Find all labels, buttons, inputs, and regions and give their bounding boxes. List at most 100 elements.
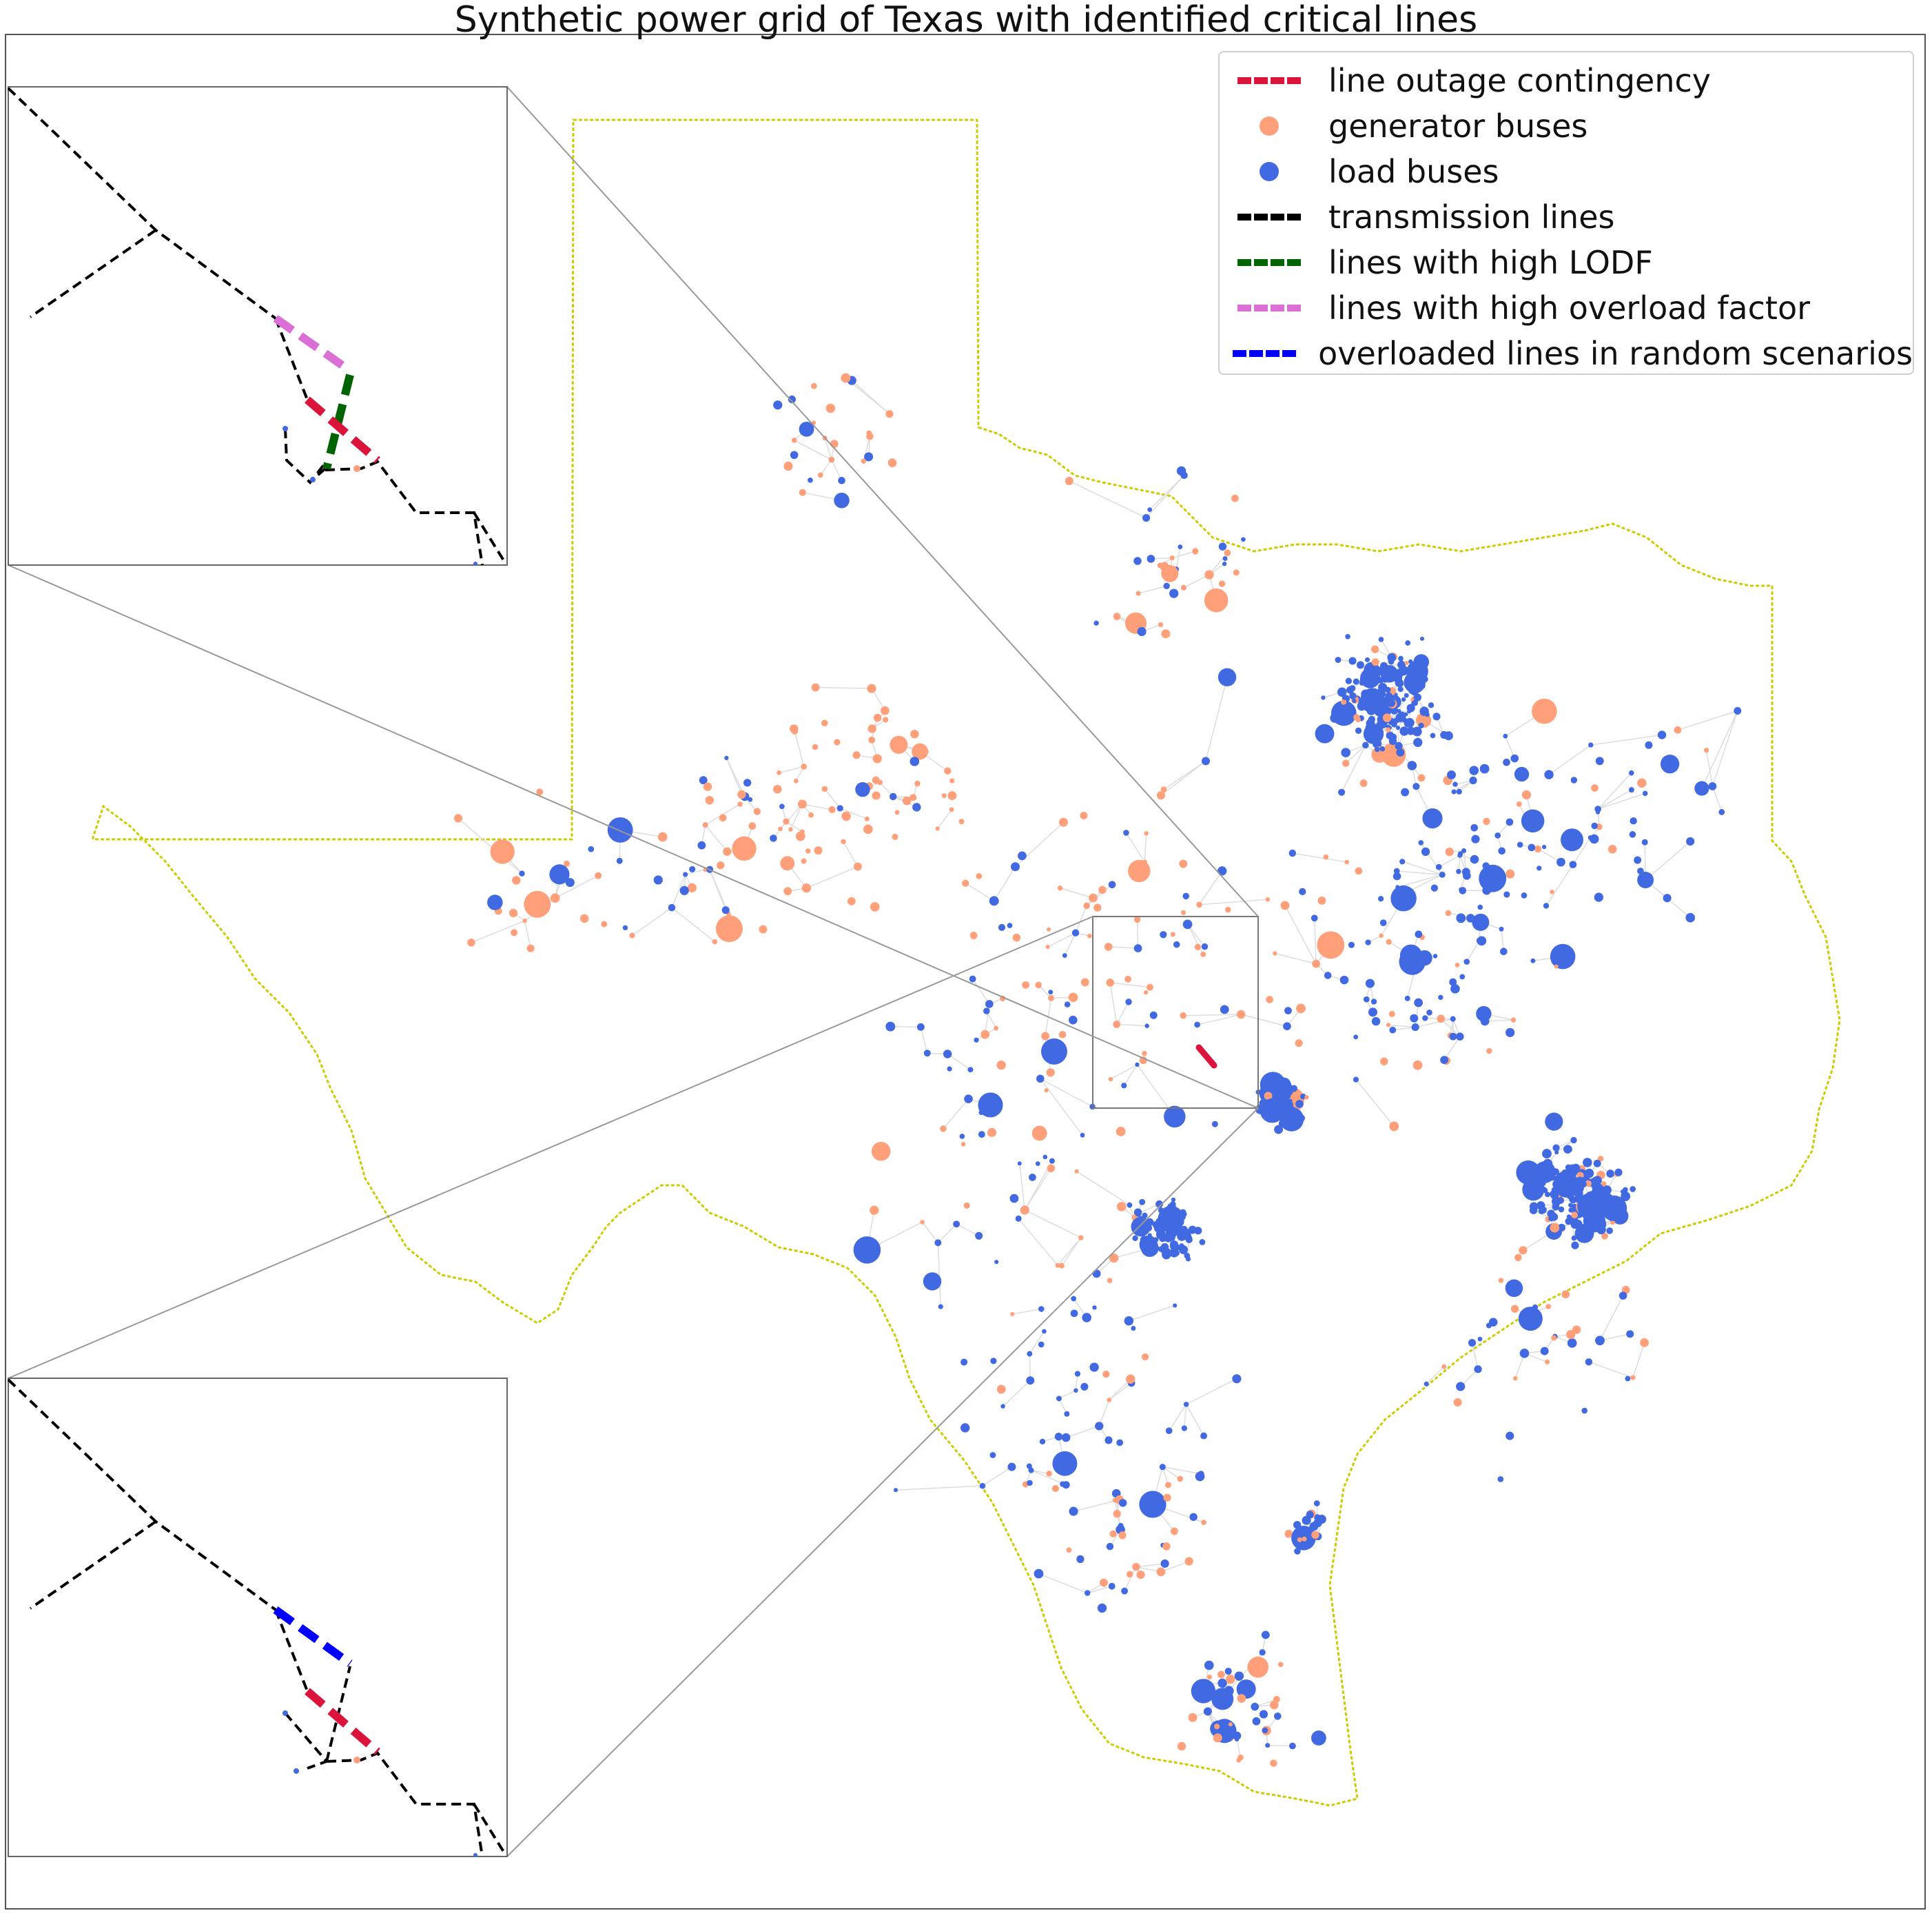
legend-key: [1237, 305, 1301, 311]
load-bus: [1035, 1161, 1040, 1166]
generator-bus: [885, 410, 894, 418]
generator-bus: [996, 1060, 1006, 1070]
load-bus: [1124, 1316, 1134, 1326]
generator-bus: [1453, 1398, 1462, 1407]
generator-bus: [788, 827, 793, 832]
load-bus: [683, 872, 688, 877]
load-bus: [1694, 781, 1709, 796]
generator-bus: [1180, 1012, 1187, 1019]
load-bus: [1456, 1032, 1464, 1041]
generator-bus: [1277, 1661, 1284, 1668]
generator-bus: [1201, 1520, 1206, 1525]
load-bus: [1178, 544, 1183, 549]
generator-bus: [601, 921, 608, 928]
grid-line: [1061, 1237, 1082, 1267]
load-bus: [1042, 1154, 1048, 1160]
generator-bus: [1270, 1759, 1277, 1767]
inset-bus: [473, 1853, 477, 1857]
load-bus: [1438, 994, 1443, 1001]
load-bus: [1259, 1649, 1266, 1656]
legend-key: [1260, 162, 1279, 181]
generator-bus: [801, 883, 812, 893]
generator-bus: [1136, 1570, 1145, 1579]
generator-bus: [1630, 1375, 1636, 1380]
generator-bus: [1213, 1733, 1222, 1743]
load-bus: [1503, 891, 1510, 898]
load-bus: [1224, 1668, 1232, 1675]
generator-bus: [1116, 1127, 1126, 1136]
generator-bus: [1158, 622, 1164, 628]
load-bus: [1554, 1150, 1559, 1155]
generator-bus: [817, 472, 823, 478]
load-bus: [1290, 1085, 1298, 1092]
load-bus: [1530, 958, 1536, 963]
load-bus: [1076, 1555, 1085, 1564]
load-bus: [1447, 770, 1456, 779]
load-bus: [607, 817, 633, 843]
load-bus: [975, 1231, 983, 1240]
load-bus: [967, 1067, 974, 1073]
load-bus: [1543, 1158, 1553, 1169]
grid-line: [943, 1098, 969, 1129]
load-bus: [1450, 983, 1460, 994]
generator-bus: [1512, 1375, 1518, 1381]
generator-bus: [1160, 786, 1167, 792]
load-bus: [1378, 637, 1384, 642]
load-bus: [934, 1239, 942, 1247]
load-bus: [1234, 1737, 1240, 1742]
load-bus: [1266, 1079, 1272, 1085]
generator-bus: [1020, 1205, 1029, 1215]
generator-bus: [1113, 1510, 1121, 1518]
load-bus: [1595, 757, 1604, 766]
grid-line: [824, 788, 841, 809]
grid-line: [1135, 1563, 1165, 1568]
generator-bus: [1200, 951, 1206, 957]
map-title: Synthetic power grid of Texas with ident…: [454, 0, 1478, 41]
legend-entry-overload: lines with high overload factor: [1229, 285, 1913, 331]
load-bus: [1407, 761, 1417, 770]
generator-bus: [1133, 916, 1141, 923]
load-bus: [1440, 1056, 1449, 1065]
grid-line: [794, 730, 805, 767]
generator-bus: [1226, 1675, 1235, 1684]
generator-bus: [1498, 1278, 1504, 1283]
generator-bus: [780, 856, 795, 871]
load-bus: [974, 1037, 979, 1043]
load-bus: [943, 1050, 952, 1058]
load-bus: [838, 476, 845, 484]
load-bus: [1415, 930, 1423, 939]
generator-bus: [1066, 1547, 1072, 1553]
grid-line: [1183, 574, 1210, 589]
legend-entry-outage: line outage contingency: [1229, 58, 1913, 103]
grid-line: [1146, 475, 1185, 519]
grid-line: [1712, 710, 1738, 787]
generator-bus: [778, 826, 783, 832]
generator-bus: [1455, 962, 1460, 968]
generator-bus: [890, 735, 908, 754]
load-bus: [1390, 885, 1417, 912]
load-bus: [1549, 1174, 1554, 1178]
load-bus: [1070, 1309, 1078, 1318]
load-bus: [1222, 556, 1228, 562]
legend-entry-random: overloaded lines in random scenarios: [1229, 331, 1913, 376]
load-bus: [960, 1358, 968, 1366]
inset-top: [7, 86, 508, 566]
load-bus: [1106, 1542, 1114, 1551]
generator-bus: [1116, 1202, 1127, 1211]
generator-bus: [853, 862, 862, 871]
generator-bus: [1125, 1374, 1135, 1384]
load-bus: [1027, 1351, 1033, 1357]
generator-bus: [1404, 660, 1409, 666]
generator-bus: [892, 833, 898, 840]
load-bus: [1399, 859, 1406, 865]
load-bus: [1149, 1011, 1158, 1019]
inset-outage-line: [305, 396, 380, 464]
generator-bus: [1269, 1700, 1279, 1710]
generator-bus: [863, 824, 873, 835]
generator-bus: [783, 461, 793, 471]
load-bus: [1062, 1481, 1070, 1489]
load-bus: [1289, 1105, 1295, 1112]
grid-line: [1599, 1295, 1624, 1341]
generator-bus: [960, 1141, 966, 1147]
load-bus: [519, 870, 525, 877]
